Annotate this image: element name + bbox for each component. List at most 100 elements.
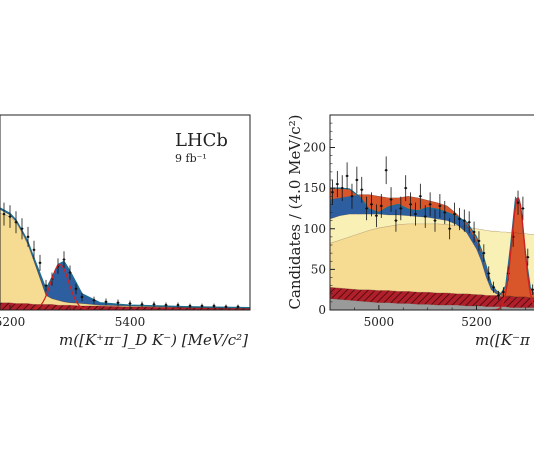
right-data-point — [413, 202, 417, 226]
left-band-1 — [0, 213, 250, 309]
right-x-tick-label: 5200 — [461, 315, 492, 329]
right-data-point — [521, 196, 525, 221]
left-data-point — [38, 254, 42, 271]
right-data-point — [409, 192, 413, 217]
left-data-point — [44, 279, 48, 292]
right-data-point — [477, 231, 481, 251]
left-data-point — [104, 298, 108, 306]
right-y-tick-label: 150 — [303, 181, 326, 195]
right-y-tick-label: 100 — [303, 222, 326, 236]
right-data-point — [457, 207, 461, 231]
left-data-point — [152, 301, 156, 308]
right-y-tick-label: 0 — [318, 303, 326, 317]
right-data-point — [428, 192, 432, 217]
right-data-point — [438, 194, 442, 218]
right-data-point — [487, 266, 491, 281]
right-band-4 — [330, 194, 534, 298]
left-x-tick-label: 5200 — [0, 315, 25, 329]
left-data-point — [116, 299, 120, 306]
right-data-point — [501, 287, 505, 298]
right-data-point — [516, 190, 520, 215]
right-y-axis-label: Candidates / (4.0 MeV/c²) — [286, 114, 304, 309]
right-data-point — [355, 166, 359, 194]
right-x-tick-label: 5000 — [364, 315, 395, 329]
left-panel: 5200 5400 LHCb 9 fb⁻¹ m([K⁺π⁻]_D K⁻) [MeV… — [0, 114, 251, 349]
right-data-point — [365, 196, 369, 221]
right-data-point — [389, 187, 393, 212]
right-curve-2 — [330, 223, 534, 244]
left-data-point — [200, 303, 204, 309]
right-band-3 — [330, 214, 534, 298]
left-data-point — [2, 202, 6, 226]
right-data-point — [379, 194, 383, 218]
left-curve-2 — [0, 209, 250, 309]
left-band-0 — [0, 302, 250, 310]
left-axes-frame — [0, 114, 251, 311]
left-data-point — [224, 304, 228, 309]
right-plot-area — [330, 156, 534, 310]
right-x-axis-label: m([K⁻π — [475, 331, 531, 349]
right-data-point — [374, 204, 378, 228]
right-data-point — [394, 209, 398, 232]
lumi-label: 9 fb⁻¹ — [175, 152, 207, 165]
right-data-point — [462, 209, 466, 232]
right-panel: 5000 5200 0 50 100 150 200 Candidates / (4.0 … — [286, 114, 534, 349]
lhcb-label: LHCb — [175, 130, 228, 151]
right-data-point — [404, 175, 408, 202]
right-x-ticks: 5000 5200 — [329, 305, 526, 329]
right-data-point — [482, 244, 486, 262]
right-data-point — [370, 192, 374, 217]
right-signal-curve — [491, 197, 534, 310]
left-data-point — [92, 296, 96, 304]
left-plot-area — [0, 202, 250, 310]
right-curve-1 — [330, 286, 534, 299]
left-signal-curve — [33, 263, 94, 310]
left-curve-3 — [0, 207, 250, 309]
right-data-point — [384, 156, 388, 185]
left-data-point — [68, 265, 72, 280]
right-y-tick-label: 200 — [303, 141, 326, 155]
right-data-point — [350, 183, 354, 209]
left-x-ticks: 5200 5400 — [0, 305, 251, 329]
left-data-point — [26, 226, 30, 247]
right-curve-4 — [330, 194, 534, 299]
left-data-point — [176, 302, 180, 308]
right-data-point — [345, 162, 349, 190]
right-band-1 — [330, 287, 534, 308]
left-data-point — [236, 304, 240, 309]
right-data-point — [399, 196, 403, 221]
left-data-point — [32, 240, 36, 259]
left-data-point — [140, 301, 144, 308]
left-curve-1 — [0, 212, 250, 309]
left-data-point — [164, 302, 168, 308]
right-curve-3 — [330, 213, 534, 299]
right-data-point — [496, 290, 500, 300]
left-data-point — [14, 211, 18, 234]
left-x-axis-label: m([K⁺π⁻]_D K⁻) [MeV/c²] — [59, 331, 248, 349]
left-data-point — [80, 292, 84, 302]
left-band-3 — [0, 207, 250, 309]
left-data-point — [62, 251, 66, 268]
right-data-point — [526, 248, 530, 266]
right-data-point — [472, 221, 476, 243]
right-y-tick-label: 50 — [311, 262, 326, 276]
right-data-point — [423, 205, 427, 228]
right-data-point — [340, 175, 344, 202]
right-y-ticks: 0 50 100 150 200 — [303, 114, 335, 317]
right-data-point — [448, 218, 452, 240]
left-data-point — [74, 283, 78, 295]
right-data-point — [467, 211, 471, 234]
right-band-0 — [330, 298, 534, 310]
right-band-5 — [330, 188, 534, 298]
left-curve-0 — [0, 302, 250, 309]
right-data-point — [433, 209, 437, 232]
right-data-point — [335, 170, 339, 198]
left-x-tick-label: 5400 — [115, 315, 146, 329]
left-data-point — [8, 205, 12, 228]
right-data-point — [360, 176, 364, 203]
left-data-point — [20, 218, 24, 240]
right-data-point — [443, 200, 447, 225]
right-data-point — [418, 183, 422, 209]
right-data-point — [492, 281, 496, 293]
